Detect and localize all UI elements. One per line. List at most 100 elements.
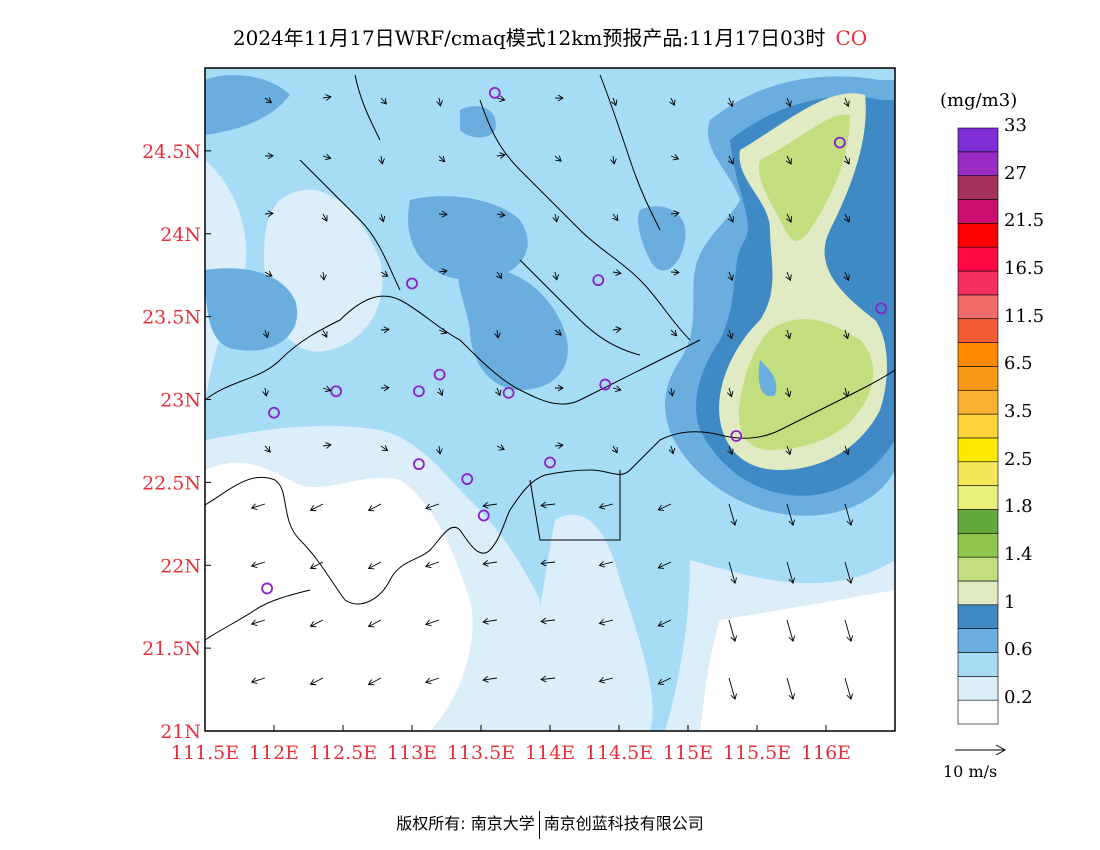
wind-arrow xyxy=(424,561,440,569)
wind-arrow xyxy=(612,269,622,276)
colorbar-swatch xyxy=(957,437,999,463)
map-title: 2024年11月17日WRF/cmaq模式12km预报产品:11月17日03时 C… xyxy=(0,22,1100,51)
wind-arrow xyxy=(727,97,734,108)
wind-arrow xyxy=(668,387,675,397)
wind-arrow xyxy=(482,676,498,683)
coastline xyxy=(204,74,896,641)
colorbar-swatch xyxy=(957,389,999,415)
wind-arrow xyxy=(264,152,274,160)
wind-arrow xyxy=(424,619,440,627)
colorbar-unit: (mg/m3) xyxy=(940,90,1018,111)
x-axis: 111.5E 112E 112.5E 113E 113.5E 114E 114.5E 115E… xyxy=(171,725,851,764)
colorbar-swatch xyxy=(957,604,999,629)
wind-arrow xyxy=(785,271,792,282)
colorbar-swatch xyxy=(957,246,999,272)
wind-arrow xyxy=(670,268,680,276)
x-tick-label: 115.5E xyxy=(723,742,791,764)
colorbar-level-label: 21.5 xyxy=(1004,210,1045,232)
colorbar-level-label: 11.5 xyxy=(1004,305,1045,327)
station-marker xyxy=(477,509,490,522)
wind-arrow xyxy=(786,619,796,642)
station-marker xyxy=(502,386,515,399)
station-marker xyxy=(833,136,846,149)
wind-arrow xyxy=(598,618,614,626)
x-tick-label: 115E xyxy=(663,742,713,764)
y-tick-label: 22.5N xyxy=(142,472,201,494)
station-marker xyxy=(599,378,612,391)
concentration-field xyxy=(205,68,895,731)
y-tick-label: 23.5N xyxy=(142,307,201,329)
wind-arrow xyxy=(728,619,738,642)
wind-arrow xyxy=(262,387,269,397)
wind-arrow xyxy=(321,329,328,338)
wind-arrow xyxy=(496,444,505,451)
wind-arrow xyxy=(322,153,332,161)
wind-arrow xyxy=(367,619,382,628)
colorbar-swatch xyxy=(957,270,999,296)
colorbar-swatch xyxy=(957,366,999,391)
pollutant-label: CO xyxy=(835,26,868,50)
colorbar-swatch xyxy=(957,580,999,606)
colorbar-swatch xyxy=(957,676,999,701)
wind-arrow xyxy=(612,213,619,222)
colorbar-level-label: 0.6 xyxy=(1004,639,1033,661)
wind-arrow xyxy=(250,619,266,626)
wind-arrow xyxy=(786,503,796,526)
colorbar-swatch xyxy=(957,652,999,677)
station-marker xyxy=(875,302,888,315)
colorbar xyxy=(957,127,999,725)
x-tick-label: 113.5E xyxy=(447,742,515,764)
wind-arrow xyxy=(657,619,672,627)
colorbar-swatch xyxy=(957,199,999,224)
colorbar-swatch xyxy=(957,151,999,176)
colorbar-level-label: 1.4 xyxy=(1004,544,1033,566)
wind-arrow xyxy=(482,560,498,567)
wind-arrow xyxy=(727,155,734,165)
wind-arrow xyxy=(309,677,324,686)
wind-arrow xyxy=(727,329,734,340)
colorbar-level-label: 1.8 xyxy=(1004,496,1033,518)
wind-arrow xyxy=(378,213,386,223)
station-marker xyxy=(268,406,280,419)
x-tick-label: 116E xyxy=(801,742,851,764)
wind-arrow xyxy=(367,561,382,570)
wind-arrow xyxy=(540,559,556,567)
wind-arrow xyxy=(727,445,734,456)
wind-arrow xyxy=(598,560,614,568)
station-marker xyxy=(730,430,743,442)
wind-arrow xyxy=(552,271,560,281)
wind-arrow xyxy=(264,97,273,104)
station-marker xyxy=(412,458,425,471)
wind-arrow xyxy=(843,213,850,223)
wind-arrow xyxy=(785,97,792,108)
colorbar-level-label: 16.5 xyxy=(1004,258,1045,280)
wind-arrow xyxy=(380,384,390,392)
x-tick-label: 112.5E xyxy=(309,742,377,764)
colorbar-swatch xyxy=(957,175,999,200)
wind-arrow xyxy=(482,618,498,625)
wind-arrow xyxy=(424,503,440,511)
colorbar-level-label: 0.2 xyxy=(1004,687,1033,709)
wind-arrow xyxy=(657,503,672,511)
wind-arrow xyxy=(250,561,266,568)
wind-arrow xyxy=(322,442,332,449)
y-tick-label: 21N xyxy=(160,721,201,743)
station-marker xyxy=(261,582,274,595)
y-tick-label: 24N xyxy=(160,224,201,246)
colorbar-swatch xyxy=(957,556,999,582)
y-tick-label: 24.5N xyxy=(142,141,201,163)
wind-arrow xyxy=(785,213,792,223)
wind-arrow xyxy=(612,385,622,393)
y-axis: 21N 21.5N 22N 22.5N 23N 23.5N 24N 24.5N xyxy=(142,141,211,743)
wind-arrow xyxy=(380,97,387,105)
station-marker xyxy=(592,274,605,287)
wind-arrow xyxy=(728,503,738,526)
colorbar-swatch xyxy=(957,342,999,367)
wind-arrow xyxy=(554,329,562,336)
wind-arrow xyxy=(610,155,617,165)
wind-arrow xyxy=(727,213,734,223)
wind-arrow xyxy=(264,270,273,277)
wind-vectors xyxy=(250,94,854,700)
wind-arrow xyxy=(844,561,854,584)
